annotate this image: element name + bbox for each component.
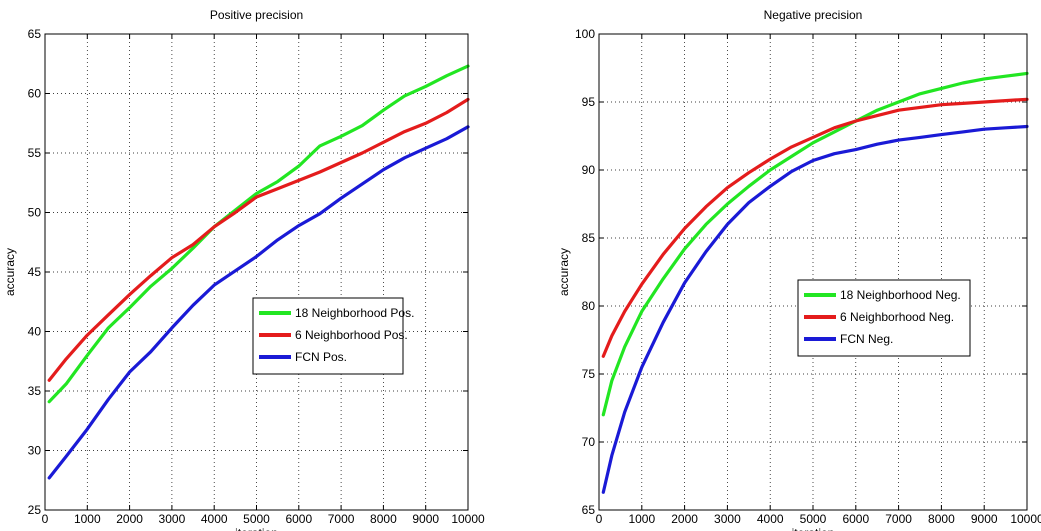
- negative-precision-plot: 0 1000 2000 3000 4000 5000 6000 7000 8000 9000 100…: [557, 8, 1041, 531]
- chart2-ytick-label-3: 80: [582, 299, 596, 313]
- chart1-xtick-label-1: 1000: [74, 512, 101, 526]
- chart1-xtick-label-3: 3000: [159, 512, 186, 526]
- chart2-series-3-line: [601, 124, 1029, 494]
- chart2-xtick-label-6: 6000: [842, 512, 869, 526]
- chart1-ytick-label-4: 45: [28, 265, 42, 279]
- chart2-ytick-label-4: 85: [582, 231, 596, 245]
- chart2-legend-label-3: FCN Neg.: [840, 332, 893, 346]
- positive-precision-plot: 0 1000 2000 3000 4000 5000 6000 7000 8000 9000 100…: [3, 8, 485, 531]
- chart1-legend-label-2: 6 Neighborhood Pos.: [295, 328, 408, 342]
- chart1-xtick-label-9: 9000: [412, 512, 439, 526]
- chart1-xtick-label-5: 5000: [243, 512, 270, 526]
- chart2-ytick-label-6: 95: [582, 95, 596, 109]
- chart1-ytick-label-3: 40: [28, 325, 42, 339]
- chart1-series-1-line: [47, 64, 470, 404]
- chart1-ytick-label-5: 50: [28, 206, 42, 220]
- chart1-legend-label-1: 18 Neighborhood Pos.: [295, 306, 414, 320]
- chart2-legend-label-1: 18 Neighborhood Neg.: [840, 288, 961, 302]
- chart1-ytick-label-7: 60: [28, 87, 42, 101]
- chart2-ytick-label-7: 100: [575, 27, 595, 41]
- chart2-xtick-label-5: 5000: [800, 512, 827, 526]
- chart2-xtick-label-7: 7000: [885, 512, 912, 526]
- chart1-xtick-label-4: 4000: [201, 512, 228, 526]
- chart1-ylabel: accuracy: [3, 248, 17, 296]
- chart2-ytick-label-5: 90: [582, 163, 596, 177]
- chart1-xtick-label-7: 7000: [328, 512, 355, 526]
- chart2-series-2-line: [601, 97, 1029, 358]
- chart2-ytick-label-0: 65: [582, 503, 596, 517]
- chart1-ytick-label-8: 65: [28, 27, 42, 41]
- chart2-xtick-label-4: 4000: [757, 512, 784, 526]
- chart2-legend-label-2: 6 Neighborhood Neg.: [840, 310, 954, 324]
- chart1-xtick-label-0: 0: [42, 512, 49, 526]
- chart1-xtick-label-10: 10000: [451, 512, 485, 526]
- chart1-xlabel: iteration: [235, 526, 278, 531]
- chart2-xtick-label-8: 8000: [928, 512, 955, 526]
- chart2-ytick-label-2: 75: [582, 367, 596, 381]
- chart2-ylabel: accuracy: [557, 248, 571, 296]
- chart2-xtick-label-1: 1000: [628, 512, 655, 526]
- positive-precision-chart: 0 1000 2000 3000 4000 5000 6000 7000 8000 9000 100…: [0, 0, 520, 531]
- chart1-ytick-label-0: 25: [28, 503, 42, 517]
- chart1-title: Positive precision: [210, 8, 303, 22]
- chart2-ytick-label-1: 70: [582, 435, 596, 449]
- chart1-series-2-line: [47, 97, 470, 382]
- chart2-xlabel: iteration: [792, 526, 835, 531]
- chart2-series-1-line: [601, 71, 1029, 417]
- chart2-xtick-label-3: 3000: [714, 512, 741, 526]
- chart2-xtick-label-9: 9000: [971, 512, 998, 526]
- chart2-xtick-label-10: 10000: [1010, 512, 1041, 526]
- chart1-xtick-label-2: 2000: [116, 512, 143, 526]
- chart1-ytick-label-2: 35: [28, 384, 42, 398]
- chart2-xtick-label-2: 2000: [671, 512, 698, 526]
- chart1-legend-label-3: FCN Pos.: [295, 350, 347, 364]
- negative-precision-chart: 0 1000 2000 3000 4000 5000 6000 7000 8000 9000 100…: [520, 0, 1041, 531]
- chart2-title: Negative precision: [764, 8, 863, 22]
- chart2-xtick-label-0: 0: [596, 512, 603, 526]
- chart1-xtick-label-6: 6000: [285, 512, 312, 526]
- chart1-xtick-label-8: 8000: [370, 512, 397, 526]
- chart1-ytick-label-1: 30: [28, 444, 42, 458]
- chart1-series-3-line: [47, 125, 470, 480]
- chart1-ytick-label-6: 55: [28, 146, 42, 160]
